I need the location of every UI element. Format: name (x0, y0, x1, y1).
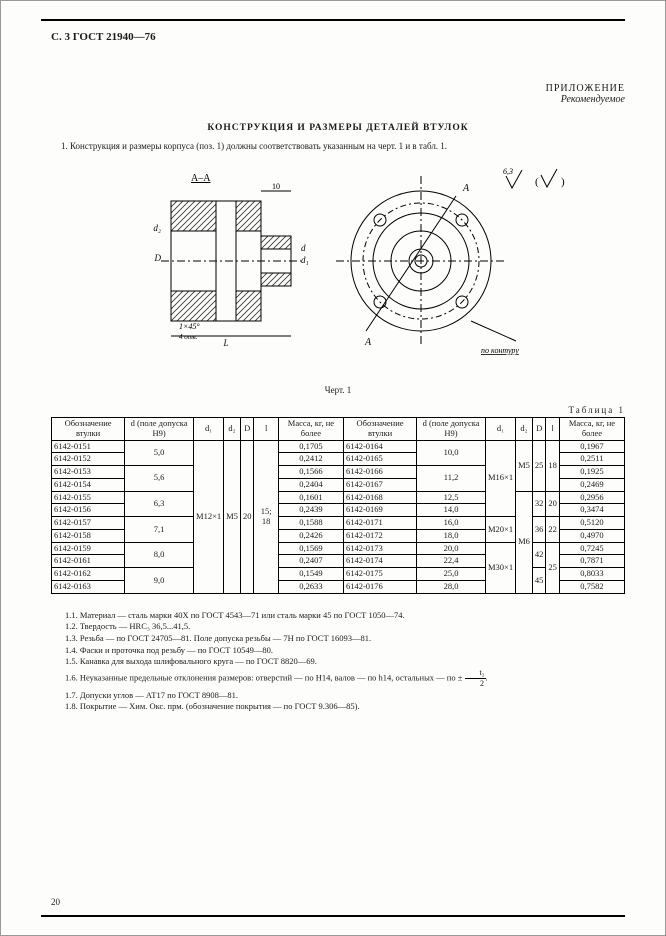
col-h: D (532, 418, 546, 441)
col-h: Масса, кг, не более (559, 418, 624, 441)
note-line: 1.7. Допуски углов — АТ17 по ГОСТ 8908—8… (51, 690, 625, 701)
table-row: 6142-01629,00,15496142-017525,0450,8033 (52, 568, 625, 581)
col-h: d₂ (224, 418, 241, 441)
table-row: 6142-01577,10,15886142-017116,0М20×13622… (52, 517, 625, 530)
table-row: 6142-01556,30,16016142-016812,5М632200,2… (52, 491, 625, 504)
page-number: 20 (51, 897, 60, 907)
annex-block: ПРИЛОЖЕНИЕ Рекомендуемое (51, 83, 625, 105)
col-h: l (254, 418, 278, 441)
svg-text:по контуру: по контуру (481, 346, 519, 355)
note-line: 1.5. Канавка для выхода шлифовального кр… (51, 656, 625, 667)
svg-text:d₂: d₂ (153, 223, 161, 233)
svg-text:4 отв.: 4 отв. (179, 333, 198, 341)
svg-text:d: d (301, 243, 306, 253)
note-line: 1.8. Покрытие — Хим. Окс. прм. (обозначе… (51, 701, 625, 712)
note-line: 1.1. Материал — сталь марки 40Х по ГОСТ … (51, 610, 625, 621)
dimensions-table: Обозначение втулки d (поле допуска H9) d… (51, 417, 625, 594)
svg-text:1×45°: 1×45° (179, 322, 200, 331)
drawing-caption: Черт. 1 (51, 385, 625, 395)
svg-text:А: А (364, 337, 372, 348)
col-h: d₂ (516, 418, 533, 441)
table-row: 6142-01598,00,15696142-017320,0М30×14225… (52, 542, 625, 555)
col-h: d₁ (485, 418, 515, 441)
note-line: 1.6. Неуказанные предельные отклонения р… (51, 668, 625, 689)
col-h: Масса, кг, не более (278, 418, 343, 441)
svg-text:(: ( (535, 176, 539, 188)
section-label: А–А (191, 173, 211, 184)
note-line: 1.4. Фаски и проточка под резьбу — по ГО… (51, 645, 625, 656)
annex-sub: Рекомендуемое (561, 94, 625, 105)
svg-text:d₁: d₁ (301, 255, 309, 265)
col-h: d₁ (194, 418, 224, 441)
svg-text:10: 10 (272, 182, 280, 191)
section-title: КОНСТРУКЦИЯ И РАЗМЕРЫ ДЕТАЛЕЙ ВТУЛОК (51, 123, 625, 133)
svg-text:L: L (222, 338, 228, 348)
col-h: d (поле допуска H9) (417, 418, 486, 441)
intro-text: 1. Конструкция и размеры корпуса (поз. 1… (51, 141, 625, 151)
annex-title: ПРИЛОЖЕНИЕ (546, 83, 625, 94)
notes-block: 1.1. Материал — сталь марки 40Х по ГОСТ … (51, 610, 625, 712)
col-h: d (поле допуска H9) (125, 418, 194, 441)
note-line: 1.3. Резьба — по ГОСТ 24705—81. Поле доп… (51, 633, 625, 644)
drawing-area: А–А L 10 D d₂ d₁ d 1×45° 4 отв. (51, 161, 625, 381)
table-row: 6142-01515,0М12×1М52015; 180,17056142-01… (52, 440, 625, 453)
col-h: D (240, 418, 254, 441)
svg-text:А: А (462, 183, 470, 194)
col-h: l (546, 418, 560, 441)
col-h: Обозначение втулки (52, 418, 125, 441)
svg-text:6,3: 6,3 (503, 167, 513, 176)
table-caption: Таблица 1 (51, 405, 625, 415)
svg-text:D: D (154, 253, 162, 263)
page-header: С. 3 ГОСТ 21940—76 (51, 31, 625, 43)
note-line: 1.2. Твердость — HRC₃ 36,5...41,5. (51, 621, 625, 632)
table-header-row: Обозначение втулки d (поле допуска H9) d… (52, 418, 625, 441)
svg-text:): ) (561, 176, 565, 188)
col-h: Обозначение втулки (343, 418, 416, 441)
